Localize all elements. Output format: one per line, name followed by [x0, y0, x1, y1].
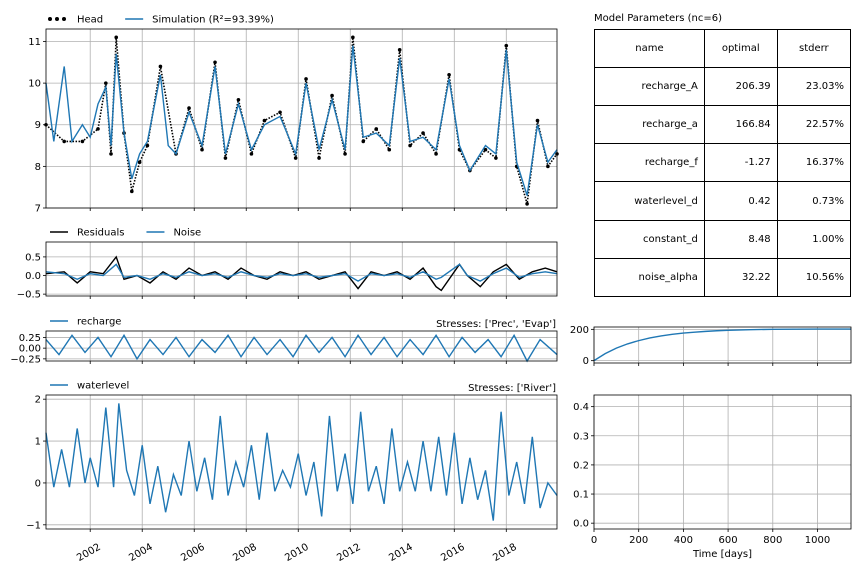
param-optimal: 0.42: [703, 181, 778, 221]
param-stderr: 10.56%: [776, 257, 852, 298]
param-name: noise_alpha: [594, 257, 705, 298]
axes-frame: [593, 326, 852, 364]
table-row: waterlevel_d 0.42 0.73%: [594, 181, 852, 221]
y-tick-label: −0.5: [17, 290, 41, 301]
table-row: recharge_a 166.84 22.57%: [594, 105, 852, 145]
parameters-header-row: name optimal stderr: [594, 29, 852, 68]
x-tick-label: 2016: [439, 542, 467, 564]
y-tick-label: 0: [583, 356, 589, 367]
param-stderr: 23.03%: [776, 66, 852, 107]
param-optimal: 32.22: [703, 257, 778, 298]
param-name: recharge_f: [594, 143, 705, 183]
x-axis-label: Time [days]: [692, 549, 752, 560]
y-tick-label: 0.00: [19, 344, 41, 355]
series-line-recharge: [45, 333, 558, 363]
legend-label: Head: [77, 15, 103, 26]
series-line-simulation: [45, 45, 558, 196]
y-tick-label: 8: [35, 162, 41, 173]
col-header-stderr: stderr: [776, 29, 852, 68]
param-stderr: 22.57%: [776, 105, 852, 145]
y-tick-label: 0.1: [573, 490, 589, 501]
data-point-head: [343, 152, 347, 156]
param-stderr: 0.73%: [776, 181, 852, 221]
data-point-head: [114, 35, 119, 40]
param-optimal: 166.84: [703, 105, 778, 145]
y-tick-label: 0.0: [25, 271, 41, 282]
param-name: constant_d: [594, 219, 705, 259]
x-tick-label: 2014: [387, 542, 415, 564]
axes-frame: [593, 394, 852, 530]
param-optimal: 8.48: [703, 219, 778, 259]
y-tick-label: 7: [35, 204, 41, 215]
x-tick-label: 2008: [231, 542, 259, 564]
table-row: constant_d 8.48 1.00%: [594, 219, 852, 259]
x-tick-label: 0: [591, 535, 597, 546]
col-header-name: name: [594, 29, 705, 68]
x-tick-label: 600: [719, 535, 738, 546]
data-point-head: [387, 147, 392, 152]
y-tick-label: 0.5: [25, 252, 41, 263]
y-tick-label: 0.2: [573, 460, 589, 471]
param-stderr: 16.37%: [776, 143, 852, 183]
x-tick-label: 2004: [127, 542, 155, 564]
y-tick-label: 10: [28, 79, 41, 90]
x-tick-label: 2006: [179, 542, 207, 564]
y-tick-label: 0: [35, 478, 41, 489]
axes-frame: [45, 28, 558, 209]
legend-label: Noise: [173, 228, 201, 239]
x-tick-label: 2010: [283, 542, 311, 564]
table-row: recharge_f -1.27 16.37%: [594, 143, 852, 183]
axes-frame: [45, 330, 558, 362]
y-tick-label: 0.3: [573, 431, 589, 442]
y-tick-label: 11: [28, 37, 41, 48]
series-line-noise: [45, 263, 558, 282]
x-tick-label: 1000: [805, 535, 830, 546]
col-header-optimal: optimal: [703, 29, 778, 68]
legend-marker-dots: [62, 17, 66, 21]
axes-frame: [45, 241, 558, 297]
series-line-waterlevel: [45, 403, 558, 521]
stresses-annotation: Stresses: ['River']: [468, 383, 556, 394]
y-tick-label: −0.25: [10, 354, 41, 365]
legend-label: recharge: [77, 317, 121, 328]
x-tick-label: 2002: [75, 542, 103, 564]
x-tick-label: 800: [763, 535, 782, 546]
x-tick-label: 2018: [491, 542, 519, 564]
legend-marker-dots: [48, 17, 52, 21]
y-tick-label: 1: [35, 437, 41, 448]
y-tick-label: 0.4: [573, 402, 589, 413]
y-tick-label: 0.25: [19, 333, 41, 344]
y-tick-label: 9: [35, 120, 41, 131]
x-tick-label: 200: [629, 535, 648, 546]
param-name: recharge_A: [594, 66, 705, 107]
param-name: recharge_a: [594, 105, 705, 145]
y-tick-label: −1: [26, 520, 41, 531]
parameters-table: name optimal stderr recharge_A 206.39 23…: [594, 29, 852, 298]
axes-frame: [45, 394, 558, 530]
legend-marker-dots: [55, 17, 59, 21]
legend-label: waterlevel: [77, 381, 129, 392]
param-stderr: 1.00%: [776, 219, 852, 259]
param-optimal: -1.27: [703, 143, 778, 183]
table-row: recharge_A 206.39 23.03%: [594, 66, 852, 107]
y-tick-label: 200: [570, 325, 589, 336]
x-tick-label: 2012: [335, 542, 363, 564]
data-point-head: [351, 35, 355, 40]
series-line-head: [45, 37, 558, 205]
series-line-recharge-step-response: [593, 328, 851, 362]
parameters-title: Model Parameters (nc=6): [594, 13, 722, 24]
param-name: waterlevel_d: [594, 181, 705, 221]
legend-label: Residuals: [77, 228, 124, 239]
param-optimal: 206.39: [703, 66, 778, 107]
legend-label: Simulation (R²=93.39%): [152, 15, 274, 26]
table-row: noise_alpha 32.22 10.56%: [594, 257, 852, 298]
y-tick-label: 0.0: [573, 519, 589, 530]
stresses-annotation: Stresses: ['Prec', 'Evap']: [436, 319, 556, 330]
y-tick-label: 2: [35, 395, 41, 406]
x-tick-label: 400: [674, 535, 693, 546]
